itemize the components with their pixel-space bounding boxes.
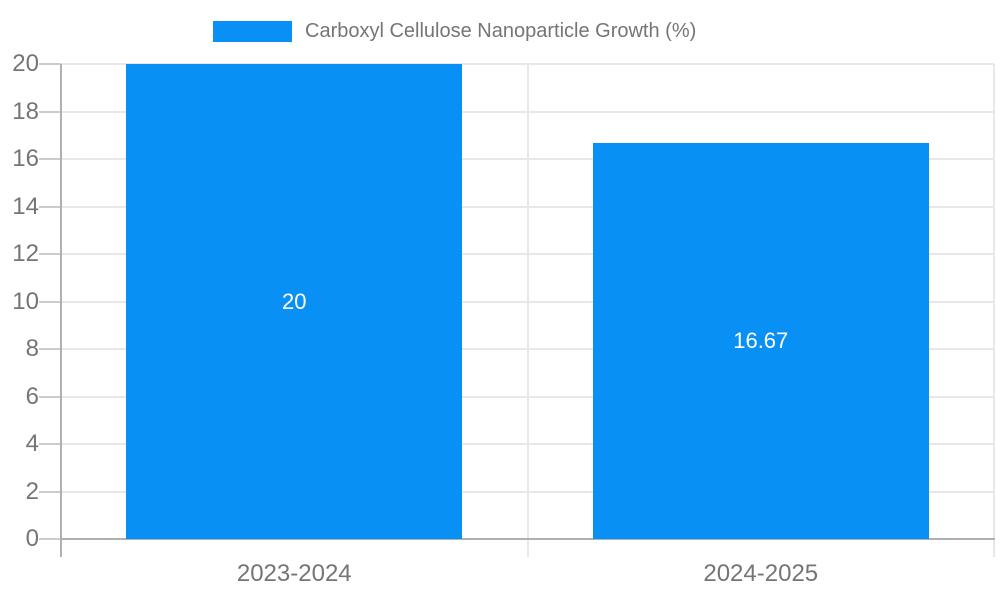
bar — [592, 143, 929, 539]
y-tick-label: 2 — [25, 477, 39, 505]
legend-label: Carboxyl Cellulose Nanoparticle Growth (… — [305, 20, 697, 42]
y-tick-label: 20 — [12, 50, 39, 77]
bar-value-label: 20 — [282, 288, 307, 314]
y-tick-mark — [39, 253, 61, 255]
y-tick-mark — [39, 300, 61, 303]
y-tick-label: 4 — [25, 430, 39, 457]
y-tick-label: 18 — [12, 97, 39, 125]
y-tick-label: 14 — [12, 192, 39, 220]
chart-legend: Carboxyl Cellulose Nanoparticle Growth (… — [213, 21, 696, 42]
x-category-label: 2024-2025 — [703, 560, 819, 587]
y-tick-mark — [39, 395, 61, 398]
y-axis-line — [60, 64, 62, 557]
y-tick-mark — [39, 348, 61, 350]
bar — [126, 64, 463, 539]
x-axis-line — [60, 538, 995, 540]
x-gridline — [993, 64, 995, 557]
y-tick-label: 6 — [25, 382, 39, 410]
y-tick-mark — [39, 110, 61, 113]
y-tick-label: 16 — [12, 145, 39, 172]
y-tick-mark — [39, 205, 61, 208]
y-tick-mark — [39, 443, 61, 445]
y-tick-mark — [39, 63, 61, 65]
x-gridline — [526, 64, 529, 557]
y-tick-mark — [39, 538, 61, 540]
y-tick-mark — [39, 158, 61, 160]
y-tick-mark — [39, 490, 61, 493]
y-tick-label: 0 — [25, 525, 39, 552]
x-category-label: 2023-2024 — [236, 560, 352, 587]
y-tick-label: 10 — [12, 287, 39, 315]
bar-value-label: 16.67 — [733, 328, 789, 354]
legend-swatch-icon — [213, 21, 292, 42]
y-tick-label: 12 — [12, 240, 39, 267]
y-tick-label: 8 — [25, 335, 39, 362]
